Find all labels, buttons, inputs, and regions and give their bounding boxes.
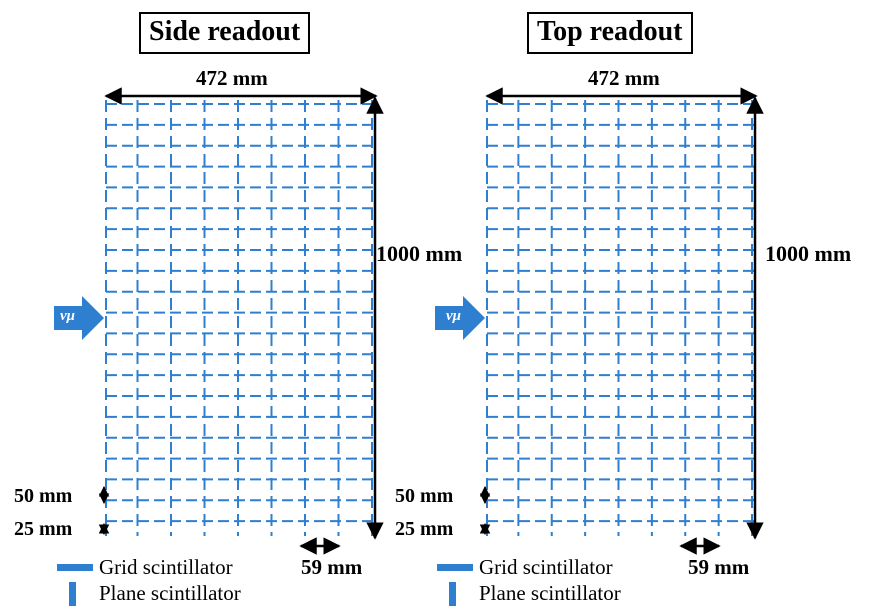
side-half-gap-label: 25 mm: [14, 518, 73, 540]
side-legend-grid: Grid scintillator: [57, 555, 233, 580]
plane-scintillator-swatch: [449, 581, 456, 606]
side-legend-plane: Plane scintillator: [57, 581, 241, 606]
side-width-label: 472 mm: [196, 66, 268, 90]
top-pitch-label: 59 mm: [688, 555, 750, 579]
top-plane-gap-label: 50 mm: [395, 485, 454, 507]
grid-scintillator-label: Grid scintillator: [99, 555, 233, 579]
side-beam-arrow-icon: [54, 296, 104, 340]
plane-scintillator-label: Plane scintillator: [479, 581, 621, 605]
side-readout-title: Side readout: [139, 12, 311, 54]
plane-scintillator-swatch: [69, 581, 76, 606]
top-legend-grid: Grid scintillator: [437, 555, 613, 580]
side-scintillator-grid: [105, 100, 374, 536]
top-half-gap-label: 25 mm: [395, 518, 454, 540]
grid-scintillator-swatch: [57, 564, 93, 571]
side-plane-gap-label: 50 mm: [14, 485, 73, 507]
grid-scintillator-swatch: [437, 564, 473, 571]
top-height-label: 1000 mm: [765, 241, 852, 266]
grid-scintillator-label: Grid scintillator: [479, 555, 613, 579]
top-beam-arrow-icon: [435, 296, 485, 340]
top-width-label: 472 mm: [588, 66, 660, 90]
plane-scintillator-label: Plane scintillator: [99, 581, 241, 605]
top-readout-title: Top readout: [527, 12, 693, 54]
top-legend-plane: Plane scintillator: [437, 581, 621, 606]
top-beam-label: νμ: [446, 308, 461, 324]
side-height-label: 1000 mm: [376, 241, 463, 266]
top-scintillator-grid: [486, 100, 754, 536]
side-beam-label: νμ: [60, 308, 75, 324]
side-pitch-label: 59 mm: [301, 555, 363, 579]
